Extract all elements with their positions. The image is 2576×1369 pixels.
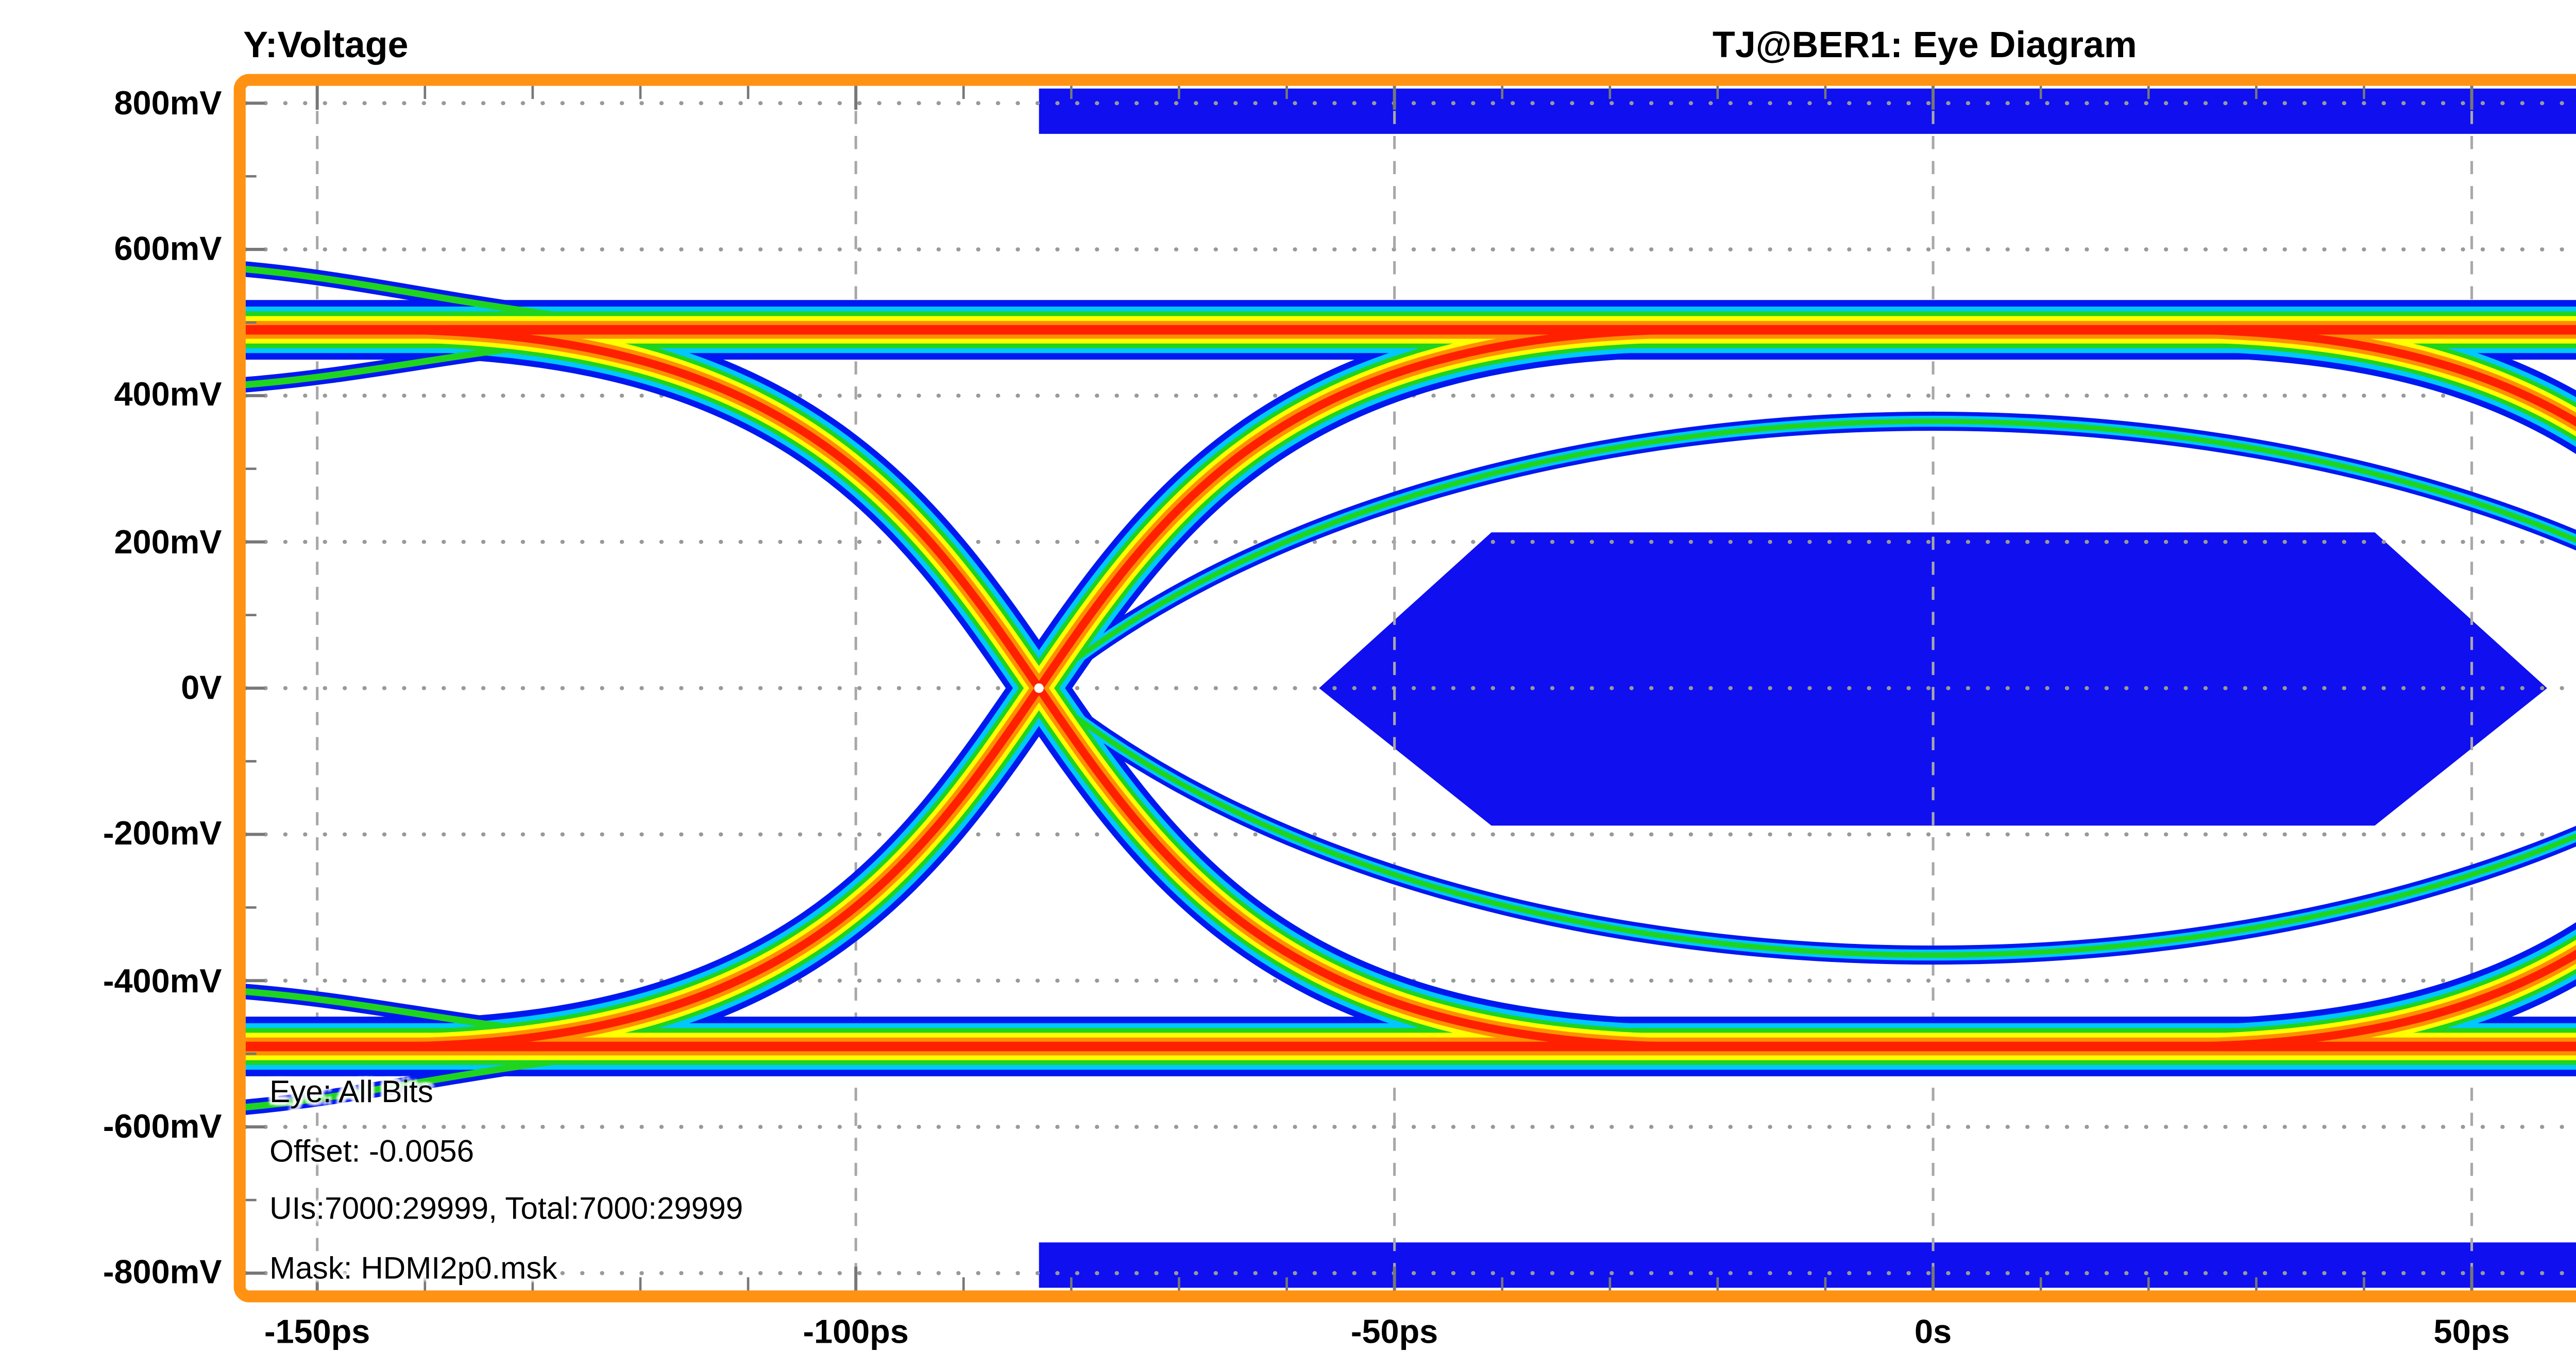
x-tick-label: 50ps — [2433, 1312, 2510, 1350]
y-tick-label: -200mV — [103, 814, 222, 853]
mask-regions — [1039, 88, 2576, 1288]
x-tick-label: -150ps — [264, 1312, 370, 1350]
y-tick-label: -800mV — [103, 1253, 222, 1291]
tick-marks — [245, 86, 2473, 1291]
y-tick-label: 800mV — [114, 82, 222, 121]
y-tick-label: -400mV — [103, 960, 222, 999]
measurement-annotations: Eye: All Bits Offset: -0.0056 UIs:7000:2… — [269, 1064, 743, 1298]
annotation-ui-counts: UIs:7000:29999, Total:7000:29999 — [269, 1190, 743, 1227]
annotation-eye-source: Eye: All Bits — [269, 1073, 433, 1109]
mask-top-bar — [1039, 88, 2576, 134]
y-tick-label: 0V — [181, 668, 222, 706]
gridlines — [243, 86, 2576, 1291]
y-tick-label: 200mV — [114, 521, 222, 560]
eye-traces — [245, 261, 2576, 1115]
x-tick-label: 0s — [1914, 1312, 1952, 1350]
plot-title: TJ@BER1: Eye Diagram — [1713, 26, 2137, 67]
crossing-point-dot — [1034, 683, 1044, 693]
y-tick-label: 400mV — [114, 375, 222, 414]
mask-hexagon — [1319, 532, 2547, 826]
y-tick-label: -600mV — [103, 1106, 222, 1145]
x-tick-label: -100ps — [803, 1312, 909, 1350]
y-tick-label: 600mV — [114, 229, 222, 267]
mask-bottom-bar — [1039, 1242, 2576, 1288]
y-axis-title: Y:Voltage — [243, 26, 409, 67]
x-tick-label: -50ps — [1350, 1312, 1438, 1350]
plot-border — [233, 74, 2576, 1303]
annotation-mask-file: Mask: HDMI2p0.msk — [269, 1249, 557, 1286]
annotation-offset: Offset: -0.0056 — [269, 1132, 474, 1168]
